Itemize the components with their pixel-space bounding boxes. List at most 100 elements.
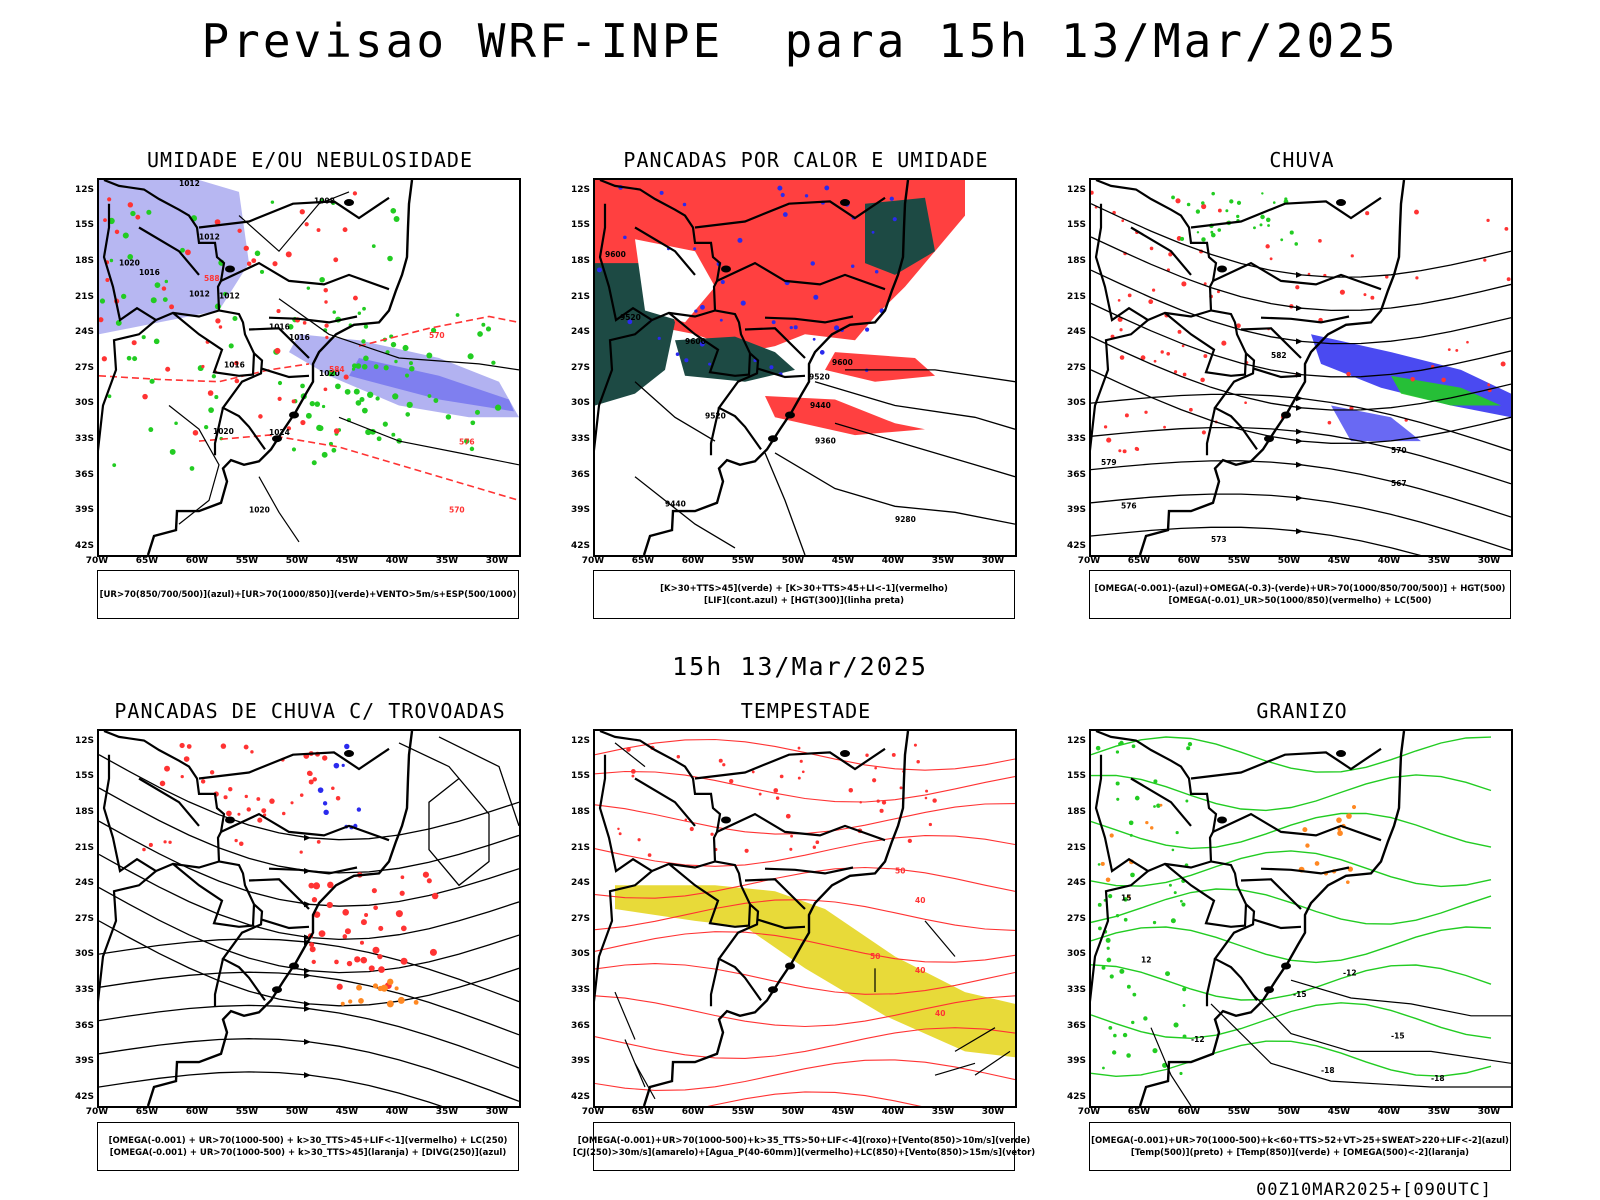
lat-tick-label: 21S bbox=[1066, 842, 1086, 853]
contour-label: -12 bbox=[1191, 1035, 1205, 1044]
lon-tick-label: 70W bbox=[581, 556, 605, 566]
lon-tick-label: 60W bbox=[1177, 1107, 1201, 1117]
green-instability-area bbox=[865, 197, 935, 275]
mid-title: 15h 13/Mar/2025 bbox=[672, 652, 928, 681]
lat-tick-label: 42S bbox=[570, 540, 590, 551]
omega-blue-area bbox=[1331, 405, 1421, 442]
green-moisture-blobs bbox=[305, 310, 502, 466]
streamline bbox=[1091, 460, 1511, 518]
lon-tick-label: 70W bbox=[1077, 556, 1101, 566]
isobar bbox=[168, 405, 220, 525]
streamline bbox=[99, 1038, 519, 1102]
contour-label: 1012 bbox=[189, 289, 210, 298]
lat-tick-label: 12S bbox=[1066, 735, 1086, 746]
lat-tick-label: 30S bbox=[570, 949, 590, 960]
hgt-line bbox=[764, 452, 806, 555]
lat-tick-label: 39S bbox=[74, 1056, 94, 1067]
lat-tick-label: 33S bbox=[570, 434, 590, 445]
lat-tick-label: 24S bbox=[74, 878, 94, 889]
contour-label: 576 bbox=[459, 438, 475, 447]
contour-label: 9520 bbox=[620, 313, 641, 322]
lat-tick-label: 27S bbox=[1066, 913, 1086, 924]
contour-label: 1012 bbox=[199, 232, 220, 241]
isobar bbox=[338, 416, 519, 466]
lon-tick-label: 30W bbox=[981, 1107, 1005, 1117]
lon-tick-label: 40W bbox=[385, 1107, 409, 1117]
lat-tick-label: 18S bbox=[1066, 807, 1086, 818]
lat-tick-label: 12S bbox=[570, 735, 590, 746]
lat-tick-label: 15S bbox=[1066, 771, 1086, 782]
lat-tick-label: 21S bbox=[570, 842, 590, 853]
contour-label: 1020 bbox=[119, 258, 140, 267]
lat-tick-label: 15S bbox=[74, 220, 94, 231]
contour-label: 1016 bbox=[289, 333, 310, 342]
contour-label: 570 bbox=[1391, 446, 1407, 455]
temp850-line bbox=[1091, 812, 1492, 850]
lon-tick-label: 35W bbox=[435, 556, 459, 566]
panel-legend: [OMEGA(-0.001)+UR>70(1000-500)+k>35_TTS>… bbox=[573, 1122, 1035, 1171]
temp850-line bbox=[1091, 926, 1492, 964]
streamline bbox=[99, 920, 519, 1007]
clear-area bbox=[299, 227, 359, 287]
contour-label: 582 bbox=[1271, 351, 1287, 360]
contour-label: 588 bbox=[204, 274, 220, 283]
contour-label: 15 bbox=[1121, 894, 1131, 903]
panel-legend: [OMEGA(-0.001)+UR>70(1000-500)+k<60+TTS>… bbox=[1089, 1122, 1511, 1171]
map-panel: 50 50 40 40 40 bbox=[593, 729, 1017, 1108]
lat-tick-label: 12S bbox=[1066, 184, 1086, 195]
lon-tick-label: 35W bbox=[931, 1107, 955, 1117]
contour-label: 584 bbox=[329, 365, 345, 374]
lat-tick-label: 36S bbox=[74, 469, 94, 480]
contour-label: 40 bbox=[915, 966, 925, 975]
legend-line: [UR>70(850/700/500)](azul)+[UR>70(1000/8… bbox=[99, 589, 517, 600]
lat-tick-label: 18S bbox=[1066, 256, 1086, 267]
temp850-line bbox=[1091, 1040, 1492, 1078]
contour-label: 1020 bbox=[213, 427, 234, 436]
lon-tick-label: 55W bbox=[1227, 556, 1251, 566]
lat-tick-label: 42S bbox=[74, 540, 94, 551]
contour-label: 40 bbox=[935, 1009, 945, 1018]
panel-title: GRANIZO bbox=[1256, 699, 1348, 723]
temp850-line bbox=[1091, 964, 1492, 1001]
streamline bbox=[99, 853, 519, 941]
hgt-line bbox=[774, 452, 1015, 525]
contour-label: -18 bbox=[1321, 1066, 1335, 1075]
lat-tick-label: 36S bbox=[74, 1020, 94, 1031]
lat-tick-label: 15S bbox=[570, 771, 590, 782]
lon-tick-label: 45W bbox=[335, 1107, 359, 1117]
contour-label: 1020 bbox=[249, 505, 270, 514]
lat-tick-label: 27S bbox=[74, 913, 94, 924]
streamline bbox=[99, 1004, 519, 1069]
streamline bbox=[438, 736, 519, 827]
contour-labels: 50 50 40 40 40 bbox=[870, 866, 945, 1017]
lon-tick-label: 45W bbox=[1327, 556, 1351, 566]
lc850-line bbox=[595, 866, 1015, 899]
lon-tick-label: 65W bbox=[631, 1107, 655, 1117]
lat-tick-label: 36S bbox=[1066, 469, 1086, 480]
lat-tick-label: 18S bbox=[570, 807, 590, 818]
panel-legend: [K>30+TTS>45](verde) + [K>30+TTS>45+LI<-… bbox=[593, 570, 1015, 619]
lon-tick-label: 40W bbox=[1377, 1107, 1401, 1117]
contour-label: 573 bbox=[1211, 535, 1227, 544]
lon-tick-label: 60W bbox=[185, 556, 209, 566]
map-borders bbox=[1091, 731, 1406, 1106]
lat-tick-label: 24S bbox=[570, 327, 590, 338]
streamline bbox=[99, 887, 519, 974]
lat-tick-label: 21S bbox=[1066, 291, 1086, 302]
streamline bbox=[99, 754, 519, 841]
lon-tick-label: 50W bbox=[781, 556, 805, 566]
legend-line: [CJ(250)>30m/s](amarelo)+[Agua_P(40-60mm… bbox=[572, 1147, 1036, 1158]
thunderstorm-red-points bbox=[307, 871, 439, 990]
panel-title: TEMPESTADE bbox=[740, 699, 872, 723]
map-svg: 582 579 576 573 570 567 bbox=[1091, 180, 1511, 555]
hgt-line bbox=[845, 369, 1015, 383]
lat-tick-label: 39S bbox=[570, 505, 590, 516]
lat-tick-label: 39S bbox=[1066, 1056, 1086, 1067]
streamlines-lc500 bbox=[1091, 203, 1511, 555]
temp500-line bbox=[1290, 979, 1511, 1017]
contour-label: 1020 bbox=[319, 369, 340, 378]
lat-tick-label: 21S bbox=[570, 291, 590, 302]
lon-tick-label: 60W bbox=[1177, 556, 1201, 566]
contour-labels: 582 579 576 573 570 567 bbox=[1101, 351, 1407, 544]
